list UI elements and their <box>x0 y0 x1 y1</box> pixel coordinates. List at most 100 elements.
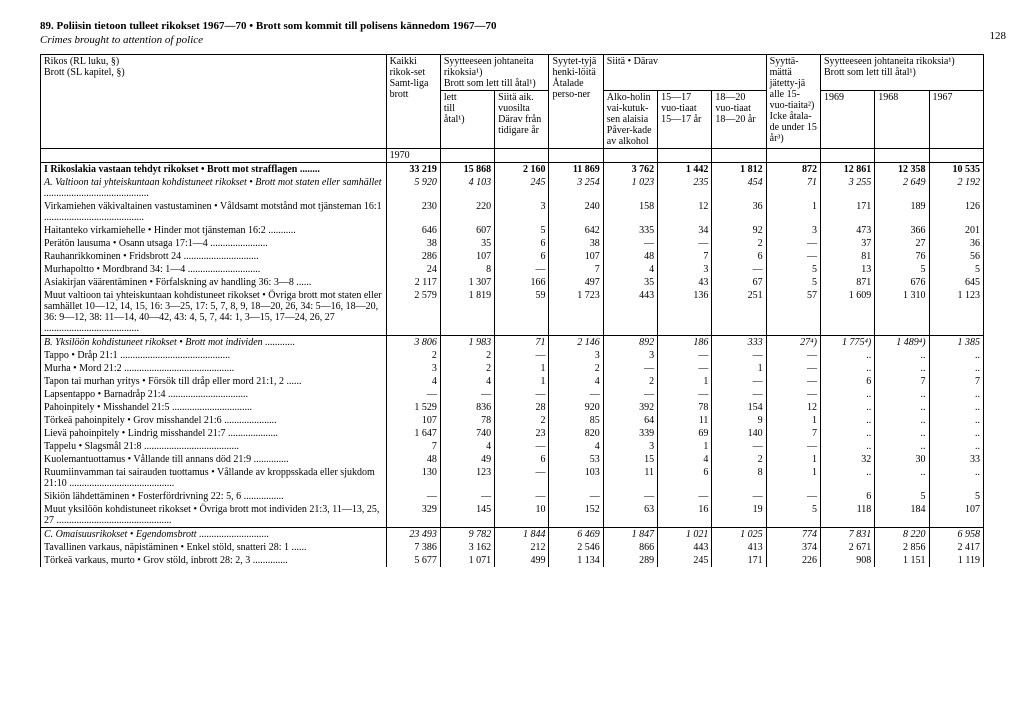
cell: — <box>495 440 549 453</box>
cell: — <box>766 388 820 401</box>
col-siitaaik: Siitä aik. vuosilta Därav från tidigare … <box>495 91 549 149</box>
cell: 7 <box>549 263 603 276</box>
cell: 2 856 <box>875 541 929 554</box>
cell: — <box>712 388 766 401</box>
cell: 23 493 <box>386 528 440 542</box>
cell: 48 <box>386 453 440 466</box>
cell: 171 <box>712 554 766 567</box>
cell: — <box>766 349 820 362</box>
row-label: Murha • Mord 21:2 ......................… <box>41 362 387 375</box>
cell: 1 021 <box>658 528 712 542</box>
cell: 1 529 <box>386 401 440 414</box>
cell: 64 <box>603 414 657 427</box>
cell: 13 <box>820 263 874 276</box>
cell: 43 <box>658 276 712 289</box>
cell: .. <box>820 362 874 375</box>
cell: 171 <box>820 200 874 224</box>
cell: — <box>658 362 712 375</box>
cell: 220 <box>440 200 494 224</box>
cell: 7 <box>766 427 820 440</box>
cell: 107 <box>549 250 603 263</box>
cell: 69 <box>658 427 712 440</box>
cell: 4 <box>549 440 603 453</box>
row-label: Muut valtioon tai yhteiskuntaan kohdistu… <box>41 289 387 336</box>
cell: 15 868 <box>440 163 494 177</box>
cell: 366 <box>875 224 929 237</box>
cell: 140 <box>712 427 766 440</box>
cell: 7 <box>658 250 712 263</box>
cell: 230 <box>386 200 440 224</box>
col-syyt-right: Syytteeseen johtaneita rikoksia¹) Brott … <box>820 55 983 91</box>
cell: — <box>549 388 603 401</box>
row-label: Kuolemantuottamus • Vållande till annans… <box>41 453 387 466</box>
row-label: Muut yksilöön kohdistuneet rikokset • Öv… <box>41 503 387 528</box>
cell: 2 <box>712 453 766 466</box>
cell: — <box>549 490 603 503</box>
cell: 2 579 <box>386 289 440 336</box>
cell: — <box>386 388 440 401</box>
cell: 12 358 <box>875 163 929 177</box>
cell: 4 <box>658 453 712 466</box>
cell: — <box>658 388 712 401</box>
col-1968: 1968 <box>875 91 929 149</box>
cell: — <box>495 466 549 490</box>
cell: 107 <box>386 414 440 427</box>
cell: 3 <box>386 362 440 375</box>
cell: 3 254 <box>549 176 603 200</box>
cell: 3 806 <box>386 336 440 350</box>
cell: 6 469 <box>549 528 603 542</box>
cell: 3 <box>603 349 657 362</box>
cell: 392 <box>603 401 657 414</box>
cell: 3 <box>658 263 712 276</box>
cell: — <box>766 375 820 388</box>
cell: 607 <box>440 224 494 237</box>
cell: 7 831 <box>820 528 874 542</box>
cell: 12 <box>658 200 712 224</box>
cell: 1 <box>658 440 712 453</box>
col-syytta: Syyttä-mättä jätetty-jä alle 15-vuo-tiai… <box>766 55 820 149</box>
cell: 34 <box>658 224 712 237</box>
cell: 27 <box>875 237 929 250</box>
cell: .. <box>929 388 983 401</box>
cell: — <box>658 349 712 362</box>
cell: 23 <box>495 427 549 440</box>
cell: 454 <box>712 176 766 200</box>
cell: 1 385 <box>929 336 983 350</box>
cell: 286 <box>386 250 440 263</box>
page-number: 128 <box>990 30 1007 42</box>
cell: 8 <box>440 263 494 276</box>
cell: 9 782 <box>440 528 494 542</box>
cell: 35 <box>603 276 657 289</box>
cell: 2 417 <box>929 541 983 554</box>
cell: 2 <box>386 349 440 362</box>
cell: 1 <box>766 200 820 224</box>
cell: 28 <box>495 401 549 414</box>
cell: 1 <box>495 362 549 375</box>
cell: 6 <box>495 250 549 263</box>
cell: 63 <box>603 503 657 528</box>
cell: 56 <box>929 250 983 263</box>
cell: 3 762 <box>603 163 657 177</box>
cell: 7 <box>386 440 440 453</box>
cell: 892 <box>603 336 657 350</box>
cell: 2 <box>549 362 603 375</box>
cell: 186 <box>658 336 712 350</box>
cell: 1 071 <box>440 554 494 567</box>
row-label: C. Omaisuusrikokset • Egendomsbrott ....… <box>41 528 387 542</box>
row-label: Tapon tai murhan yritys • Försök till dr… <box>41 375 387 388</box>
cell: 71 <box>495 336 549 350</box>
cell: 8 <box>712 466 766 490</box>
row-label: Murhapoltto • Mordbrand 34: 1—4 ........… <box>41 263 387 276</box>
cell: 339 <box>603 427 657 440</box>
cell: 1 812 <box>712 163 766 177</box>
row-label: Tappelu • Slagsmål 21:8 ................… <box>41 440 387 453</box>
cell: — <box>766 490 820 503</box>
cell: — <box>603 362 657 375</box>
cell: 2 <box>440 349 494 362</box>
col-syytet: Syytet-tyjä henki-löitä Åtalade perso-ne… <box>549 55 603 149</box>
cell: 4 103 <box>440 176 494 200</box>
cell: 1 723 <box>549 289 603 336</box>
cell: 59 <box>495 289 549 336</box>
cell: 289 <box>603 554 657 567</box>
cell: 5 <box>766 503 820 528</box>
